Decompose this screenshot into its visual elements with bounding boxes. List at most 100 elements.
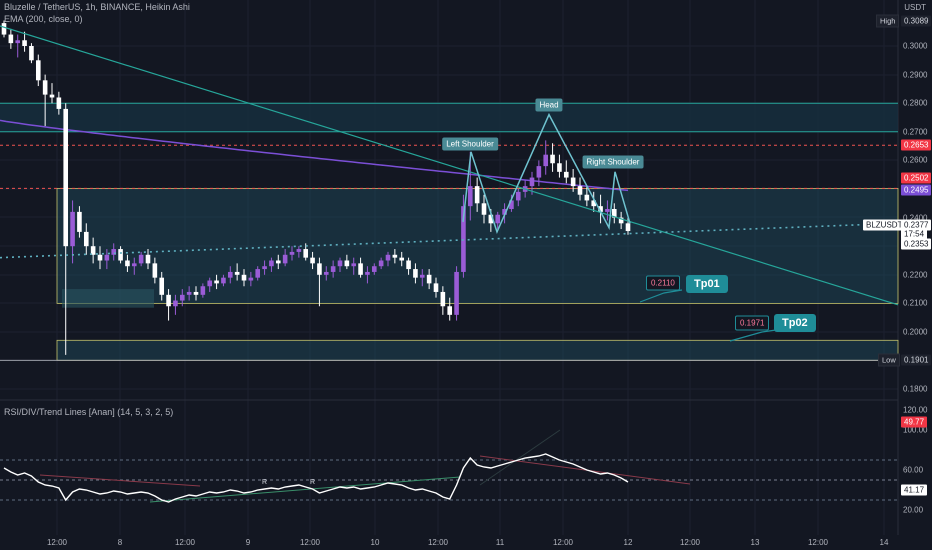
candle-body-65 [447, 306, 453, 315]
rsi-panel [0, 429, 898, 503]
candle-body-0 [1, 23, 7, 35]
candle-body-61 [419, 274, 425, 278]
candle-body-67 [461, 206, 466, 272]
candle-body-14 [97, 254, 103, 261]
high-value: 0.3089 [901, 15, 932, 27]
left-shoulder-label[interactable]: Left Shoulder [442, 137, 498, 151]
candle-body-64 [440, 291, 446, 307]
zones [0, 102, 899, 361]
candle-body-77 [529, 177, 535, 187]
candle-body-19 [131, 263, 137, 267]
candle-body-3 [22, 40, 27, 46]
candle-body-72 [495, 214, 501, 224]
candle-body-56 [385, 254, 391, 261]
symbol-title[interactable]: Bluzelle / TetherUS, 1h, BINANCE, Heikin… [4, 2, 190, 12]
candle-body-35 [241, 274, 247, 281]
close-price-tag: 0.2353 [901, 238, 932, 250]
axis-unit: USDT [904, 3, 926, 12]
candle-body-69 [474, 186, 480, 204]
tp02-label[interactable]: Tp02 [774, 314, 816, 332]
candle-body-45 [310, 257, 315, 264]
candle-body-55 [378, 260, 384, 267]
candle-body-50 [344, 260, 350, 267]
head-label[interactable]: Head [535, 98, 563, 112]
candle-body-23 [159, 277, 165, 295]
small-box [62, 289, 154, 308]
candle-body-78 [536, 166, 542, 178]
resistance-zone [0, 103, 898, 132]
tp01-label[interactable]: Tp01 [686, 275, 728, 293]
price-tick-6: 0.2400 [903, 213, 928, 223]
right-shoulder-label[interactable]: Right Shoulder [582, 155, 644, 169]
candle-body-44 [303, 249, 309, 258]
rsi-support-trend [149, 476, 461, 503]
tp01-value[interactable]: 0.2110 [646, 275, 680, 291]
candle-body-52 [358, 263, 363, 275]
price-tick-9: 0.2100 [903, 298, 928, 308]
candle-body-81 [557, 163, 562, 172]
price-tick-8: 0.2200 [903, 270, 928, 280]
rsi-tick-0: 120.00 [903, 405, 928, 415]
candle-body-84 [577, 186, 583, 195]
ema-200-line [0, 119, 629, 192]
ema-legend[interactable]: EMA (200, close, 0) [4, 14, 83, 24]
price-tick-11: 0.1800 [903, 384, 928, 394]
candle-body-58 [399, 257, 405, 261]
rsi-tick-1: 100.00 [903, 425, 928, 435]
price-tick-0: 0.3000 [903, 41, 928, 51]
candle-body-16 [111, 249, 117, 255]
red-level-tag-1: 0.2653 [901, 139, 932, 151]
candle-body-53 [365, 271, 370, 275]
rsi-legend[interactable]: RSI/DIV/Trend Lines [Anan] (14, 5, 3, 2,… [4, 407, 174, 417]
candle-body-80 [550, 154, 555, 164]
candle-body-86 [591, 200, 597, 207]
candle-body-88 [605, 209, 610, 212]
rsi-div-line-1 [39, 474, 201, 487]
time-tick-2: 12:00 [174, 538, 196, 547]
price-tick-3: 0.2700 [903, 127, 928, 137]
candle-body-63 [433, 283, 439, 292]
candle-body-18 [125, 260, 130, 267]
candle-body-48 [330, 266, 336, 272]
candle-body-82 [563, 171, 569, 178]
candle-body-9 [63, 108, 69, 247]
time-tick-11: 13 [750, 538, 760, 547]
time-tick-9: 12 [623, 538, 633, 547]
candle-body-71 [488, 214, 494, 224]
rsi-red-tag: 49.77 [901, 416, 928, 428]
rsi-faint-line [479, 429, 561, 486]
candle-body-85 [584, 194, 590, 201]
high-label: High [876, 14, 900, 28]
last-price-tag: 0.2377 [901, 219, 932, 231]
candle-body-26 [179, 294, 185, 301]
candle-body-20 [138, 254, 144, 264]
time-tick-10: 12:00 [679, 538, 701, 547]
candle-body-73 [502, 209, 507, 215]
candle-body-40 [275, 260, 281, 264]
ema-curve [0, 119, 629, 192]
candle-body-83 [570, 177, 576, 187]
rsi-marker-2: R [310, 479, 316, 486]
candle-body-37 [255, 269, 261, 278]
candle-body-11 [77, 211, 82, 232]
candle-body-32 [221, 277, 226, 284]
candles [1, 20, 631, 355]
candle-body-62 [426, 274, 432, 284]
rsi-marker-1: R [262, 479, 268, 486]
candle-body-6 [42, 80, 48, 95]
price-tick-10: 0.2000 [903, 327, 928, 337]
candle-body-68 [467, 186, 473, 207]
time-tick-4: 12:00 [299, 538, 321, 547]
price-tick-2: 0.2800 [903, 98, 928, 108]
candle-body-47 [323, 271, 329, 275]
symbol-tag: BLZUSDT [863, 219, 906, 231]
candle-body-91 [625, 223, 631, 232]
red-level-tag-2: 0.2502 [901, 172, 932, 184]
candle-body-54 [371, 266, 377, 272]
tp02-value[interactable]: 0.1971 [735, 315, 770, 331]
time-tick-0: 12:00 [46, 538, 68, 547]
descending-trendline [0, 25, 899, 306]
low-label: Low [878, 353, 900, 367]
candle-body-12 [83, 231, 89, 247]
